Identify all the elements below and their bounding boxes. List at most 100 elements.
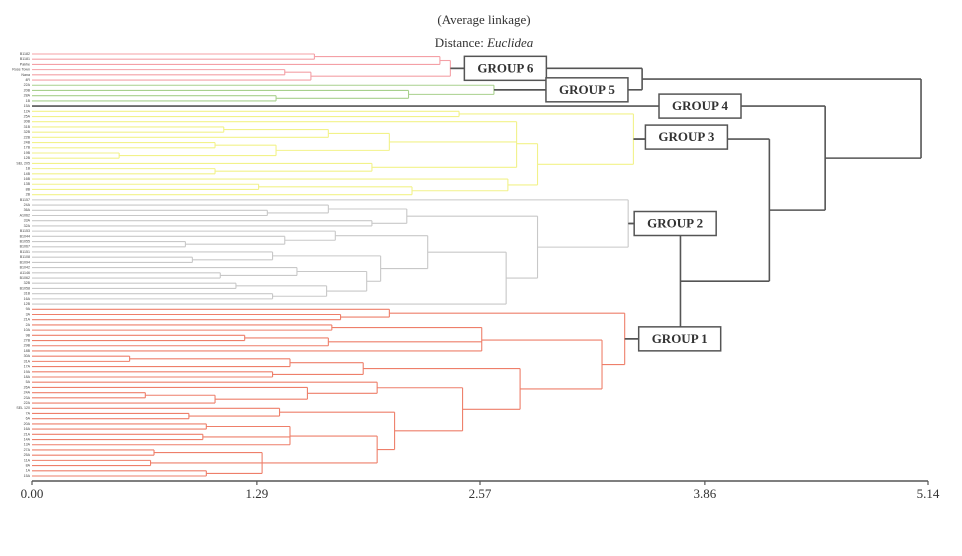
leaf-label: 8A <box>26 464 31 468</box>
leaf-label: 25A <box>24 114 31 118</box>
group-box-group4: GROUP 4 <box>658 93 742 119</box>
leaf-label: 14B <box>24 172 31 176</box>
leaf-label: SEL 120 <box>16 406 30 410</box>
leaf-label: Nana <box>21 73 30 77</box>
leaf-label: B1181 <box>20 57 30 61</box>
leaf-label: 25A <box>24 453 31 457</box>
leaf-label: 18A <box>24 375 31 379</box>
leaf-label: 9B <box>26 333 31 337</box>
leaf-label: 24B <box>24 141 31 145</box>
leaf-label: 15A <box>24 104 31 108</box>
leaf-label: 29B <box>24 344 31 348</box>
group-boxes: GROUP 6 GROUP 5 GROUP 4 GROUP 3 GROUP 2 GROUP… <box>450 55 742 352</box>
x-axis: 0.00 1.29 2.57 3.86 5.14 <box>21 480 940 501</box>
leaf-label: 14A <box>24 437 31 441</box>
x-tick-label: 3.86 <box>693 486 716 501</box>
group-label: GROUP 5 <box>559 82 615 97</box>
x-tick-label: 2.57 <box>469 486 492 501</box>
leaf-label: 13A <box>24 443 31 447</box>
leaf-label: 24A <box>24 203 31 207</box>
dendrogram-links <box>32 53 922 477</box>
leaf-label: Pakhe <box>20 62 30 66</box>
leaf-label: 1B <box>26 99 31 103</box>
leaf-label: B1151 <box>20 250 30 254</box>
leaf-label: 4R <box>25 78 30 82</box>
leaf-label: 3A <box>26 312 31 316</box>
leaf-label: 1A <box>26 469 31 473</box>
leaf-label: 11A <box>24 458 31 462</box>
leaf-label: 20A <box>24 422 31 426</box>
leaf-label: 17A <box>24 365 31 369</box>
leaf-label: A1062 <box>20 213 30 217</box>
leaf-label: B1108 <box>20 255 30 259</box>
leaf-label: 9A <box>26 307 31 311</box>
distance-metric: Euclidea <box>486 35 534 50</box>
leaf-label: A1146 <box>20 271 30 275</box>
leaf-label: 16A <box>24 427 31 431</box>
leaf-label: 12B <box>24 302 31 306</box>
leaf-label: 26A <box>24 385 31 389</box>
group-label: GROUP 4 <box>672 98 728 113</box>
leaf-label: 10A <box>24 328 31 332</box>
leaf-label: 18B <box>24 349 31 353</box>
group-box-group5: GROUP 5 <box>545 77 629 103</box>
leaf-label: 2B <box>26 193 31 197</box>
leaf-label: 27A <box>24 448 31 452</box>
leaf-label: 31B <box>24 292 31 296</box>
group-box-frame <box>545 77 629 103</box>
leaf-label: 32B <box>24 281 31 285</box>
leaf-label: 28A <box>24 94 31 98</box>
group-label: GROUP 3 <box>658 129 714 144</box>
leaf-label: 19B <box>24 151 31 155</box>
leaf-label: B1067 <box>20 245 30 249</box>
leaf-label: 1B <box>26 167 31 171</box>
leaf-label: 21A <box>24 318 31 322</box>
leaf-label: SEL 205 <box>16 161 30 165</box>
group-box-group1: GROUP 1 <box>637 326 722 352</box>
leaf-label: 16B <box>24 177 31 181</box>
leaf-label: 13B <box>24 182 31 186</box>
leaf-label: 5A <box>26 380 31 384</box>
chart-title-distance: Distance: Euclidea <box>435 35 534 50</box>
leaf-label: 12B <box>24 156 31 160</box>
leaf-label: 22A <box>24 83 31 87</box>
leaf-label: 33A <box>24 219 31 223</box>
leaf-label: 17B <box>24 146 31 150</box>
x-tick-label: 5.14 <box>917 486 940 501</box>
group-label: GROUP 1 <box>652 331 708 346</box>
x-tick-label: 0.00 <box>21 486 44 501</box>
leaf-label: Rose Town <box>12 68 30 72</box>
leaf-label: B1094 <box>20 260 30 264</box>
leaf-label: 16A <box>24 297 31 301</box>
leaf-label: 22A <box>24 401 31 405</box>
leaf-label: 36A <box>24 208 31 212</box>
group-box-frame <box>633 210 717 237</box>
leaf-label: 6A <box>26 417 31 421</box>
group-box-group6: GROUP 6 <box>463 55 548 82</box>
leaf-label: 24A <box>24 391 31 395</box>
leaf-label: B1055 <box>20 240 30 244</box>
group-label: GROUP 2 <box>647 215 703 230</box>
leaf-label: 23A <box>24 396 31 400</box>
leaf-label: 30A <box>24 354 31 358</box>
leaf-label: 30B <box>24 120 31 124</box>
group-box-frame <box>658 93 742 119</box>
leaf-label: B1044 <box>20 234 30 238</box>
leaf-label: B1182 <box>20 52 30 56</box>
leaf-label: 19A <box>24 370 31 374</box>
leaf-label: B1157 <box>20 198 30 202</box>
leaf-label: 15A <box>24 474 31 478</box>
group-box-frame <box>644 124 729 150</box>
leaf-label: 31A <box>24 359 31 363</box>
chart-title-linkage: (Average linkage) <box>437 12 530 27</box>
leaf-label: B1058 <box>20 286 30 290</box>
leaf-label: 32A <box>24 224 31 228</box>
leaf-label: 20B <box>24 88 31 92</box>
leaf-label: 8B <box>26 187 31 191</box>
leaf-label: 32B <box>24 130 31 134</box>
group-box-group3: GROUP 3 <box>644 124 729 150</box>
group-label: GROUP 6 <box>477 60 533 75</box>
leaf-label: 27B <box>24 338 31 342</box>
